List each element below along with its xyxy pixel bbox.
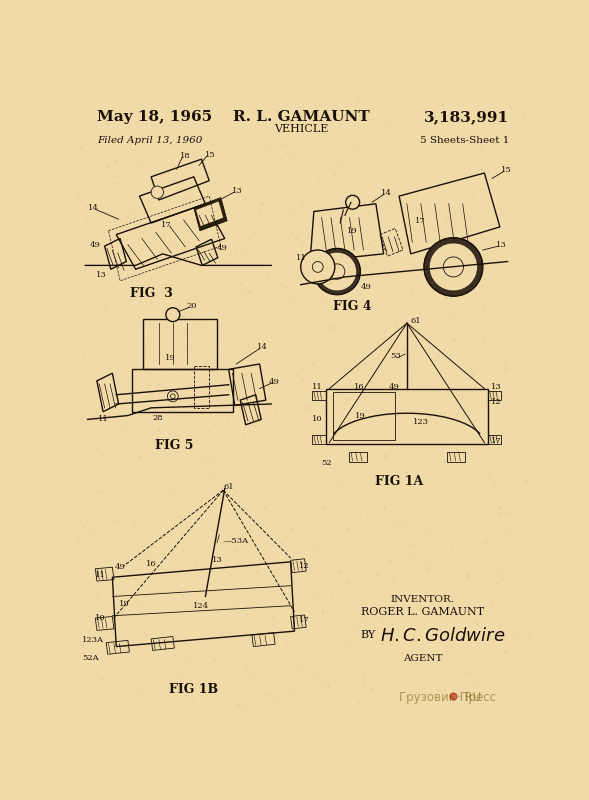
Text: 19: 19 <box>348 226 358 234</box>
Text: 13: 13 <box>211 556 223 564</box>
Text: 17: 17 <box>415 217 426 225</box>
Text: 52: 52 <box>321 458 332 466</box>
Text: · RU: · RU <box>457 691 481 704</box>
Text: 14: 14 <box>257 343 268 351</box>
Text: FIG 1A: FIG 1A <box>375 475 423 488</box>
Text: 17: 17 <box>491 437 501 445</box>
Wedge shape <box>314 249 360 294</box>
Text: 49: 49 <box>361 283 372 291</box>
Text: 124: 124 <box>193 602 210 610</box>
Text: 49: 49 <box>115 563 125 571</box>
Text: 15: 15 <box>204 150 216 158</box>
Text: FIG 4: FIG 4 <box>333 300 372 313</box>
Text: 53: 53 <box>390 352 401 360</box>
Text: BY: BY <box>360 630 376 640</box>
Text: 123: 123 <box>413 418 429 426</box>
Text: 13: 13 <box>491 383 501 391</box>
Text: AGENT: AGENT <box>403 654 442 663</box>
Text: 49: 49 <box>269 378 280 386</box>
Text: 28: 28 <box>152 414 163 422</box>
Text: 11: 11 <box>98 415 108 423</box>
Text: Filed April 13, 1960: Filed April 13, 1960 <box>97 136 202 145</box>
Text: FIG  3: FIG 3 <box>130 287 173 300</box>
Bar <box>143 319 217 370</box>
Text: 14: 14 <box>381 189 392 197</box>
Text: 17: 17 <box>161 222 172 230</box>
Bar <box>132 370 233 412</box>
Text: 49: 49 <box>90 241 101 249</box>
Text: 18: 18 <box>180 152 191 160</box>
Bar <box>326 389 488 444</box>
Text: 14: 14 <box>88 205 99 213</box>
Text: FIG 1B: FIG 1B <box>169 682 219 696</box>
Text: 3,183,991: 3,183,991 <box>424 110 509 124</box>
Text: 49: 49 <box>388 383 399 391</box>
Text: $\mathit{H.C. Goldwire}$: $\mathit{H.C. Goldwire}$ <box>380 627 505 646</box>
Text: 16: 16 <box>146 560 157 568</box>
Text: 5 Sheets-Sheet 1: 5 Sheets-Sheet 1 <box>420 136 509 145</box>
Text: 19: 19 <box>355 412 366 420</box>
Text: —53A: —53A <box>224 537 249 545</box>
Circle shape <box>346 195 360 209</box>
Text: 13: 13 <box>232 186 243 194</box>
Text: 19: 19 <box>118 600 130 608</box>
Text: 11: 11 <box>312 383 323 391</box>
Wedge shape <box>424 238 483 296</box>
Text: 16: 16 <box>353 383 364 391</box>
Text: INVENTOR.: INVENTOR. <box>391 595 454 604</box>
Text: 10: 10 <box>312 415 323 423</box>
Text: 10: 10 <box>95 614 106 622</box>
Text: 52A: 52A <box>82 654 99 662</box>
Text: 13: 13 <box>496 241 507 249</box>
Text: 13: 13 <box>96 270 107 278</box>
Text: 61: 61 <box>223 483 234 491</box>
Circle shape <box>424 238 483 296</box>
Circle shape <box>166 308 180 322</box>
Circle shape <box>301 250 335 284</box>
Text: 17: 17 <box>299 616 310 624</box>
Polygon shape <box>194 198 227 230</box>
Text: 19: 19 <box>165 354 176 362</box>
Bar <box>194 366 209 408</box>
Text: 61: 61 <box>411 317 422 325</box>
Text: 11: 11 <box>95 571 106 579</box>
Text: Грузовик Пресс: Грузовик Пресс <box>399 691 496 704</box>
Bar <box>333 393 395 440</box>
Polygon shape <box>196 202 223 226</box>
Circle shape <box>151 186 164 198</box>
Text: 49: 49 <box>217 245 228 253</box>
Text: FIG 5: FIG 5 <box>155 438 194 452</box>
Circle shape <box>314 249 360 294</box>
Text: 15: 15 <box>501 166 512 174</box>
Text: VEHICLE: VEHICLE <box>274 124 329 134</box>
Text: ROGER L. GAMAUNT: ROGER L. GAMAUNT <box>361 607 484 618</box>
Text: May 18, 1965: May 18, 1965 <box>97 110 212 124</box>
Text: 123A: 123A <box>82 636 104 644</box>
Text: R. L. GAMAUNT: R. L. GAMAUNT <box>233 110 370 124</box>
Text: 12: 12 <box>491 398 501 406</box>
Text: 12: 12 <box>299 562 310 570</box>
Text: 20: 20 <box>187 302 197 310</box>
Text: 11: 11 <box>296 254 307 262</box>
Circle shape <box>167 391 178 402</box>
